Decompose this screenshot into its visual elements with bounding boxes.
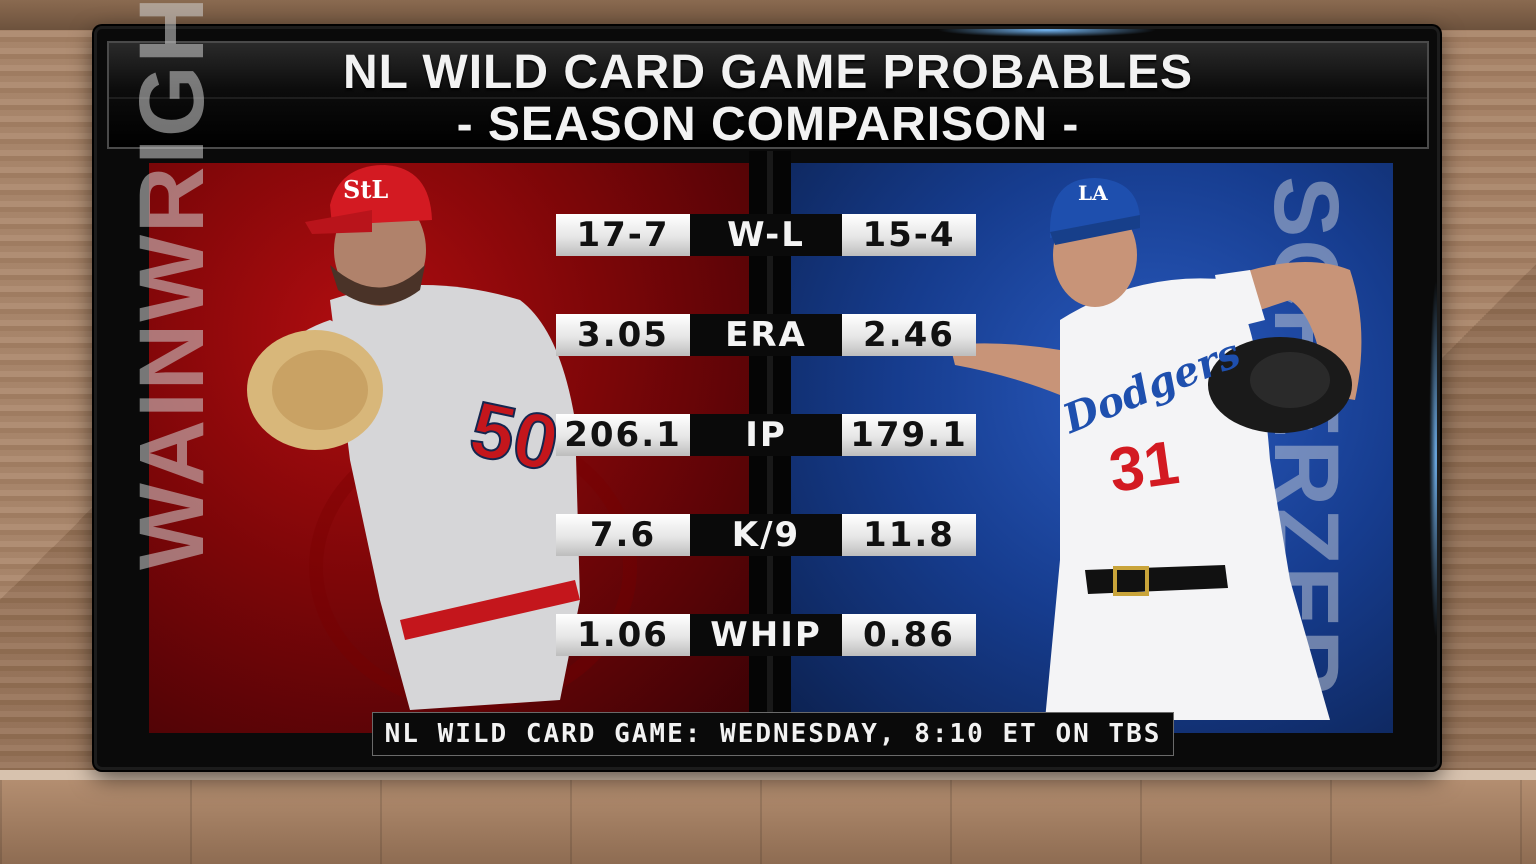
stat-label: W-L [690, 214, 842, 256]
right-stat-value: 11.8 [842, 514, 976, 556]
right-stat-value: 179.1 [842, 414, 976, 456]
svg-text:LA: LA [1078, 181, 1108, 205]
stat-row-era: 3.05 ERA 2.46 [556, 314, 976, 356]
left-stat-value: 17-7 [556, 214, 690, 256]
stat-label: IP [690, 414, 842, 456]
stat-row-w-l: 17-7 W-L 15-4 [556, 214, 976, 256]
right-stat-value: 0.86 [842, 614, 976, 656]
stat-row-whip: 1.06 WHIP 0.86 [556, 614, 976, 656]
graphic-subtitle: - SEASON COMPARISON - [456, 98, 1080, 151]
title-divider [109, 97, 1427, 99]
svg-text:StL: StL [343, 175, 388, 204]
stat-label: WHIP [690, 614, 842, 656]
left-jersey-number: 50 [463, 384, 566, 488]
stat-row-k-9: 7.6 K/9 11.8 [556, 514, 976, 556]
right-stat-value: 15-4 [842, 214, 976, 256]
studio-backdrop-top [0, 0, 1536, 30]
board-glow-top [937, 29, 1157, 37]
right-jersey-number: 31 [1105, 428, 1183, 506]
left-stat-value: 7.6 [556, 514, 690, 556]
title-box: NL WILD CARD GAME PROBABLES - SEASON COM… [107, 41, 1429, 151]
game-info-banner: NL WILD CARD GAME: WEDNESDAY, 8:10 ET ON… [372, 712, 1174, 756]
graphic-title: NL WILD CARD GAME PROBABLES [342, 46, 1194, 99]
stat-label: K/9 [690, 514, 842, 556]
studio-floor-edge [0, 770, 1536, 780]
board-glow-right [1429, 279, 1437, 639]
stat-row-ip: 206.1 IP 179.1 [556, 414, 976, 456]
left-stat-value: 1.06 [556, 614, 690, 656]
stat-label: ERA [690, 314, 842, 356]
left-stat-value: 3.05 [556, 314, 690, 356]
right-stat-value: 2.46 [842, 314, 976, 356]
left-stat-value: 206.1 [556, 414, 690, 456]
studio-floor [0, 770, 1536, 864]
